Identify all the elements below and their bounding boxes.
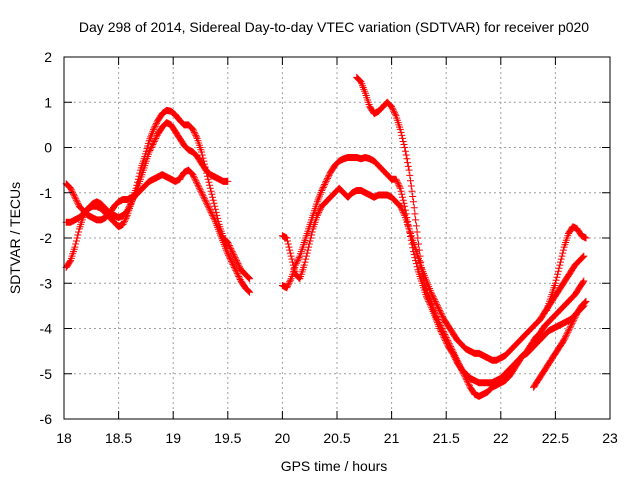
y-tick-labels: 2 1 0 -1 -2 -3 -4 -5 -6 — [40, 49, 53, 427]
series-satellite-b — [62, 119, 588, 387]
y-tick-label: -5 — [40, 366, 53, 382]
axis-ticks — [63, 56, 611, 420]
series-markers — [543, 223, 590, 314]
series-markers — [530, 297, 590, 391]
y-tick-label: 0 — [44, 140, 52, 156]
series-satellite-c — [62, 166, 588, 364]
x-tick-label: 20.5 — [323, 430, 350, 446]
x-tick-label: 22 — [493, 430, 509, 446]
x-tick-label: 18.5 — [105, 430, 132, 446]
series-satellite-d — [530, 223, 590, 391]
series-markers — [278, 154, 588, 387]
series-markers — [62, 119, 232, 271]
x-tick-label: 21 — [384, 430, 400, 446]
series-markers — [62, 166, 254, 296]
x-tick-label: 18 — [56, 430, 72, 446]
y-axis-label: SDTVAR / TECUs — [7, 182, 23, 294]
y-tick-label: -1 — [40, 185, 53, 201]
y-tick-label: -2 — [40, 230, 53, 246]
y-tick-label: -6 — [40, 411, 53, 427]
x-tick-label: 19.5 — [214, 430, 241, 446]
x-tick-labels: 18 18.5 19 19.5 20 20.5 21 21.5 22 22.5 23 — [56, 430, 618, 446]
y-tick-label: -4 — [40, 321, 53, 337]
x-tick-label: 20 — [275, 430, 291, 446]
x-tick-label: 22.5 — [542, 430, 569, 446]
grid-lines — [64, 57, 610, 419]
x-axis-label: GPS time / hours — [281, 458, 388, 474]
chart-title: Day 298 of 2014, Sidereal Day-to-day VTE… — [79, 19, 589, 35]
y-tick-label: 1 — [44, 94, 52, 110]
y-tick-label: 2 — [44, 49, 52, 65]
x-tick-label: 19 — [165, 430, 181, 446]
x-tick-label: 21.5 — [433, 430, 460, 446]
data-series — [62, 73, 590, 400]
x-tick-label: 23 — [602, 430, 618, 446]
y-tick-label: -3 — [40, 275, 53, 291]
